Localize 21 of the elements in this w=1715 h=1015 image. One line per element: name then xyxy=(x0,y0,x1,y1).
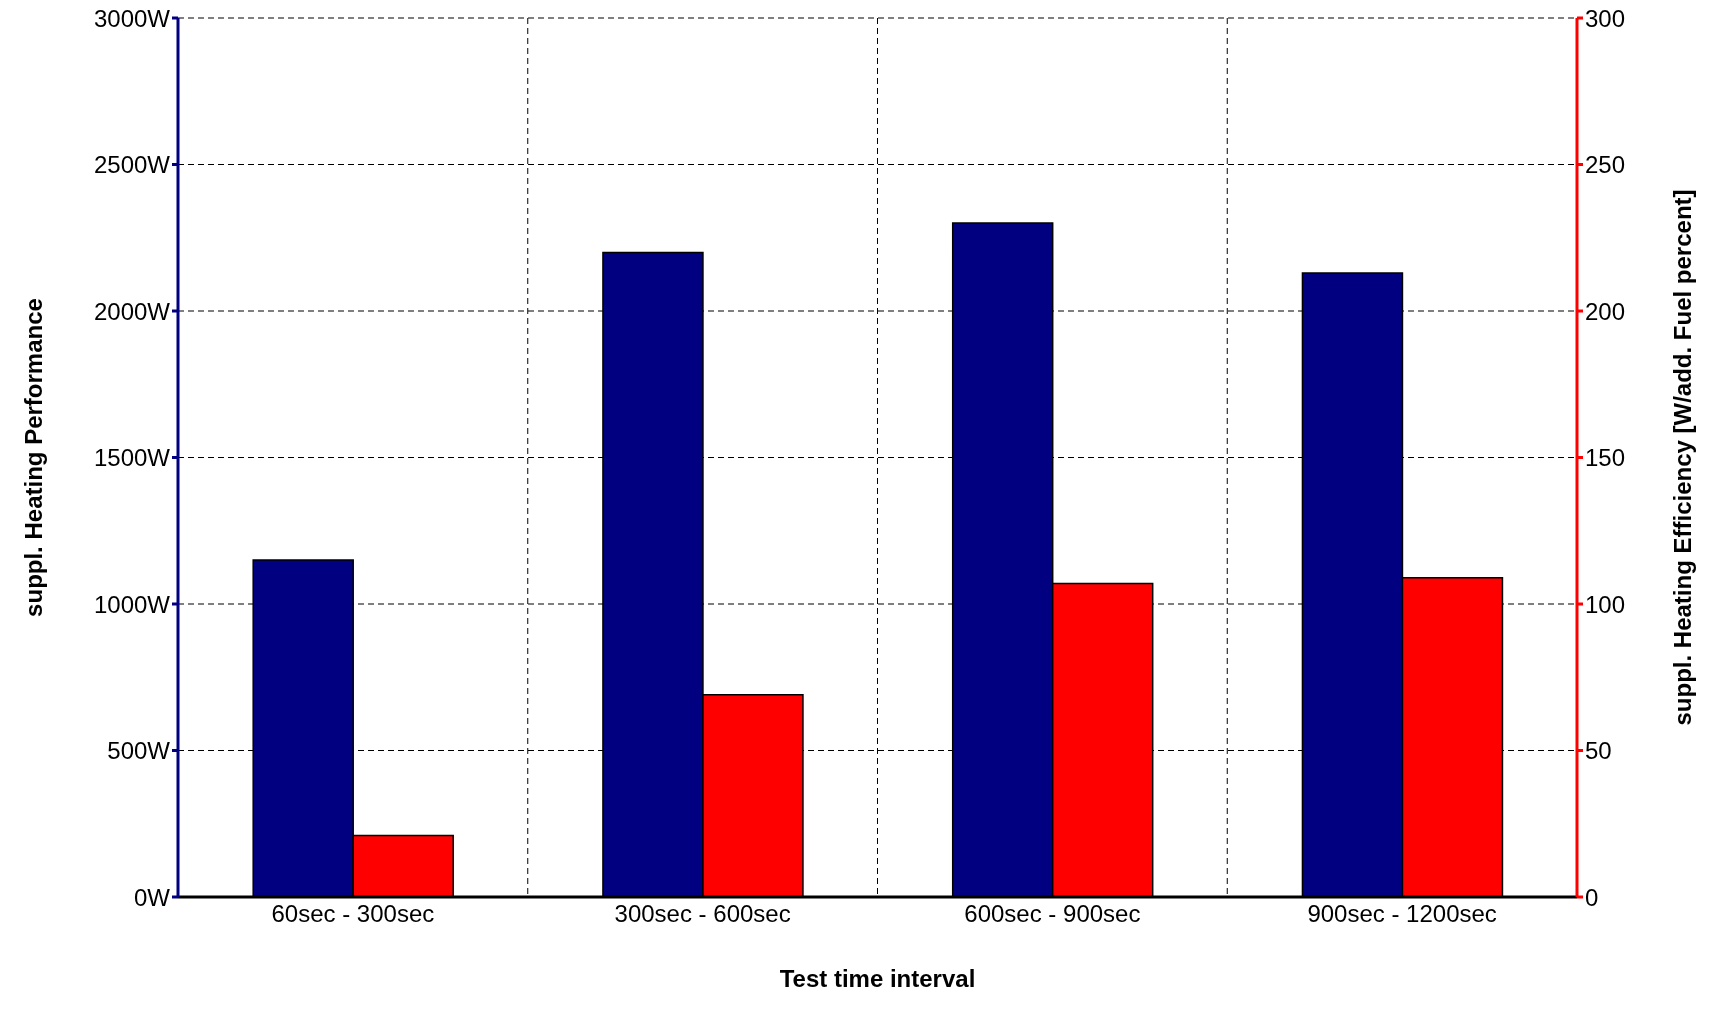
y-tick-label: 1000W xyxy=(93,590,171,618)
x-tick-label: 300sec - 600sec xyxy=(614,900,791,928)
y-tick-label: 500W xyxy=(107,737,171,765)
y-tick-label: 2000W xyxy=(93,297,171,325)
y-tick-label: 1500W xyxy=(93,444,171,472)
y2-axis-title: suppl. Heating Efficiency [W/add. Fuel percent] xyxy=(1668,189,1696,726)
y2-tick-label: 50 xyxy=(1585,737,1612,765)
y2-tick-label: 300 xyxy=(1585,4,1626,32)
y-tick-label: 2500W xyxy=(93,151,171,179)
x-tick-label: 900sec - 1200sec xyxy=(1307,900,1497,928)
y-axis-title: suppl. Heating Performance xyxy=(19,298,47,617)
x-tick-label: 600sec - 900sec xyxy=(964,900,1141,928)
x-axis-title: Test time interval xyxy=(779,965,976,992)
y2-tick-label: 200 xyxy=(1585,297,1626,325)
y2-tick-label: 0 xyxy=(1585,883,1599,911)
y-tick-label: 0W xyxy=(134,883,171,911)
y2-tick-label: 150 xyxy=(1585,444,1626,472)
x-tick-label: 60sec - 300sec xyxy=(271,900,435,928)
y2-tick-label: 100 xyxy=(1585,590,1626,618)
y-tick-label: 3000W xyxy=(93,4,171,32)
y2-tick-label: 250 xyxy=(1585,151,1626,179)
